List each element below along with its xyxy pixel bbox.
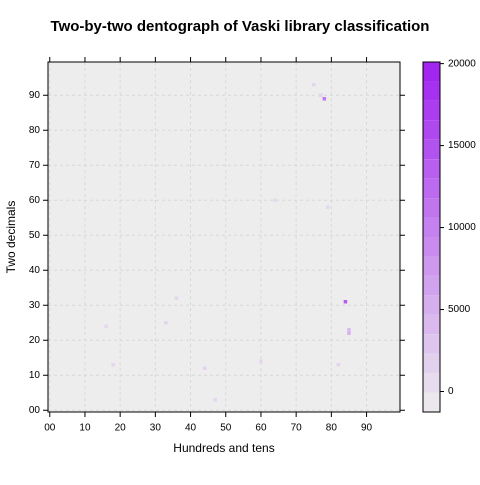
colorbar-band (423, 178, 440, 199)
heat-cell (202, 366, 207, 370)
colorbar-band (423, 237, 440, 257)
colorbar-label: 20000 (448, 58, 476, 69)
colorbar-label: 0 (448, 386, 454, 397)
colorbar-band (423, 139, 440, 160)
colorbar-band (423, 256, 440, 276)
x-tick-label: 40 (185, 423, 197, 434)
y-tick-label: 00 (29, 405, 41, 416)
y-tick-label: 50 (29, 230, 41, 241)
heat-cell (104, 324, 108, 328)
colorbar-frame (422, 61, 441, 413)
colorbar-band (423, 100, 440, 121)
y-tick-label: 90 (29, 90, 41, 101)
heat-cell (111, 363, 115, 367)
x-tick-label: 70 (291, 423, 303, 434)
y-tick-label: 60 (29, 195, 41, 206)
heat-cell (319, 93, 323, 97)
colorbar-band (423, 275, 440, 296)
colorbar-band (423, 295, 440, 315)
colorbar-band (423, 353, 440, 374)
colorbar-band (423, 314, 440, 335)
colorbar-band (423, 217, 440, 237)
heat-cell (347, 331, 351, 335)
x-tick-label: 60 (255, 423, 267, 434)
colorbar-band (423, 120, 440, 140)
heat-cell (347, 328, 351, 332)
x-tick-label: 30 (150, 423, 162, 434)
x-tick-label: 50 (220, 423, 232, 434)
colorbar-label: 15000 (448, 140, 476, 151)
colorbar-band (423, 373, 440, 393)
heat-cell (343, 300, 348, 304)
x-tick-label: 00 (44, 423, 56, 434)
heat-cell (174, 296, 179, 300)
y-tick-label: 20 (29, 335, 41, 346)
colorbar-band (423, 81, 440, 101)
heat-cell (312, 83, 316, 87)
colorbar-label: 5000 (448, 304, 471, 315)
x-tick-label: 90 (361, 423, 373, 434)
colorbar-band (423, 392, 440, 412)
y-tick-label: 40 (29, 265, 41, 276)
x-tick-label: 10 (79, 423, 91, 434)
x-tick-label: 20 (115, 423, 127, 434)
y-tick-label: 80 (29, 125, 41, 136)
y-tick-label: 10 (29, 370, 41, 381)
heat-cell (273, 198, 277, 202)
chart-title: Two-by-two dentograph of Vaski library c… (51, 18, 430, 35)
heat-cell (213, 398, 217, 402)
x-axis-title: Hundreds and tens (173, 441, 274, 455)
heat-cell (326, 205, 330, 209)
heat-cell (336, 363, 341, 367)
heat-cell (164, 321, 168, 325)
heat-cell (322, 97, 327, 101)
plot-background (48, 62, 400, 412)
colorbar-band (423, 62, 440, 82)
colorbar-band (423, 198, 440, 218)
plot-frame (47, 61, 401, 413)
y-tick-label: 30 (29, 300, 41, 311)
y-tick-label: 70 (29, 160, 41, 171)
x-tick-label: 80 (326, 423, 338, 434)
colorbar-label: 10000 (448, 222, 476, 233)
colorbar-band (423, 334, 440, 354)
y-axis-title: Two decimals (4, 201, 18, 274)
colorbar-band (423, 159, 440, 179)
heat-cell (259, 359, 263, 363)
